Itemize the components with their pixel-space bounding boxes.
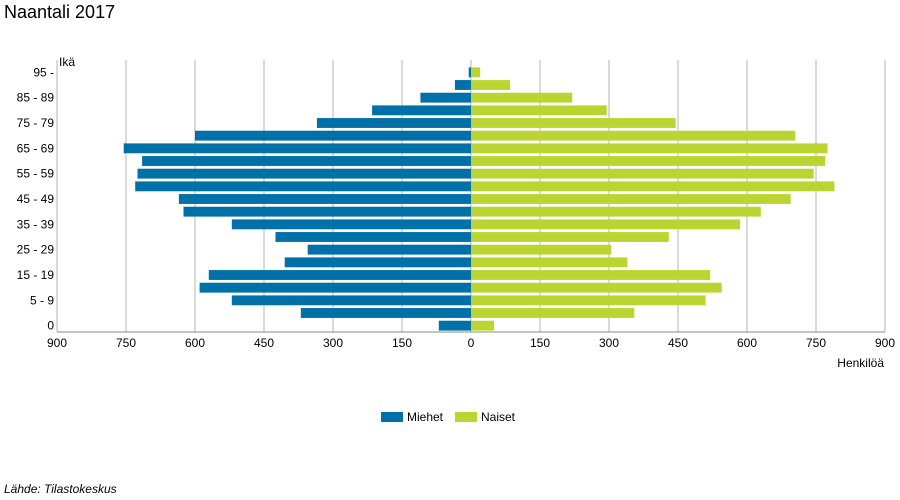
bar-miehet (316, 118, 471, 128)
x-tick-label: 150 (530, 336, 550, 350)
bar-miehet (123, 143, 471, 154)
bar-miehet (454, 80, 471, 90)
legend-label-naiset: Naiset (481, 410, 516, 424)
x-tick-label: 600 (185, 336, 205, 350)
x-tick-label: 300 (323, 336, 343, 350)
x-axis-label: Henkilöä (837, 356, 884, 370)
bar-naiset (471, 270, 711, 280)
bar-naiset (471, 295, 706, 306)
y-tick-label: 45 - 49 (17, 192, 55, 206)
bars (123, 67, 835, 331)
x-tick-label: 150 (392, 336, 412, 350)
bar-miehet (135, 181, 471, 192)
y-tick-label: 75 - 79 (17, 116, 55, 130)
axes: 900 750 600 450 300 150 0 150 300 450 600 750 900 95 … (17, 65, 896, 350)
bar-miehet (137, 168, 471, 179)
x-tick-label: 300 (599, 336, 619, 350)
bar-naiset (471, 194, 791, 204)
bar-miehet (142, 156, 471, 166)
bar-naiset (471, 80, 511, 90)
x-tick-label: 900 (875, 336, 895, 350)
bar-miehet (231, 219, 471, 230)
bar-miehet (231, 295, 471, 306)
bar-miehet (208, 270, 472, 280)
bar-miehet (468, 67, 471, 78)
bar-miehet (438, 320, 471, 331)
bar-naiset (471, 92, 573, 103)
bar-naiset (471, 320, 494, 331)
bar-miehet (372, 105, 471, 116)
y-tick-label: 95 - (33, 65, 54, 79)
bar-miehet (420, 92, 471, 103)
bar-naiset (471, 143, 828, 154)
bar-miehet (199, 282, 471, 293)
y-tick-label: 0 (47, 319, 54, 333)
bar-naiset (471, 156, 826, 166)
x-tick-label: 450 (668, 336, 688, 350)
x-tick-label: 600 (737, 336, 757, 350)
bar-naiset (471, 168, 814, 179)
bar-miehet (300, 308, 471, 318)
source-note: Lähde: Tilastokeskus (4, 482, 117, 496)
bar-miehet (275, 232, 471, 242)
y-tick-label: 65 - 69 (17, 141, 55, 155)
bar-naiset (471, 232, 669, 242)
bar-miehet (307, 244, 471, 255)
bar-naiset (471, 308, 635, 318)
y-axis-label: Ikä (59, 55, 75, 69)
y-tick-label: 55 - 59 (17, 167, 55, 181)
legend-label-miehet: Miehet (407, 410, 444, 424)
bar-miehet (178, 194, 471, 204)
y-tick-label: 25 - 29 (17, 243, 55, 257)
x-tick-label: 450 (254, 336, 274, 350)
x-tick-label: 900 (47, 336, 67, 350)
bar-miehet (284, 257, 471, 268)
bar-naiset (471, 181, 835, 192)
bar-naiset (471, 257, 628, 268)
bar-naiset (471, 244, 612, 255)
legend-swatch-naiset (455, 412, 477, 422)
bar-naiset (471, 219, 741, 230)
y-tick-label: 15 - 19 (17, 268, 55, 282)
legend: Miehet Naiset (381, 410, 516, 424)
bar-naiset (471, 67, 481, 78)
chart-title: Naantali 2017 (4, 2, 116, 22)
y-tick-label: 35 - 39 (17, 217, 55, 231)
bar-miehet (183, 206, 471, 217)
x-tick-label: 750 (116, 336, 136, 350)
bar-naiset (471, 206, 761, 217)
x-tick-label: 750 (806, 336, 826, 350)
bar-naiset (471, 282, 722, 293)
bar-naiset (471, 105, 607, 116)
bar-miehet (195, 130, 471, 141)
bar-naiset (471, 130, 796, 141)
x-tick-label: 0 (468, 336, 475, 350)
y-tick-label: 85 - 89 (17, 91, 55, 105)
bar-naiset (471, 118, 676, 128)
y-tick-label: 5 - 9 (30, 293, 54, 307)
legend-swatch-miehet (381, 412, 403, 422)
